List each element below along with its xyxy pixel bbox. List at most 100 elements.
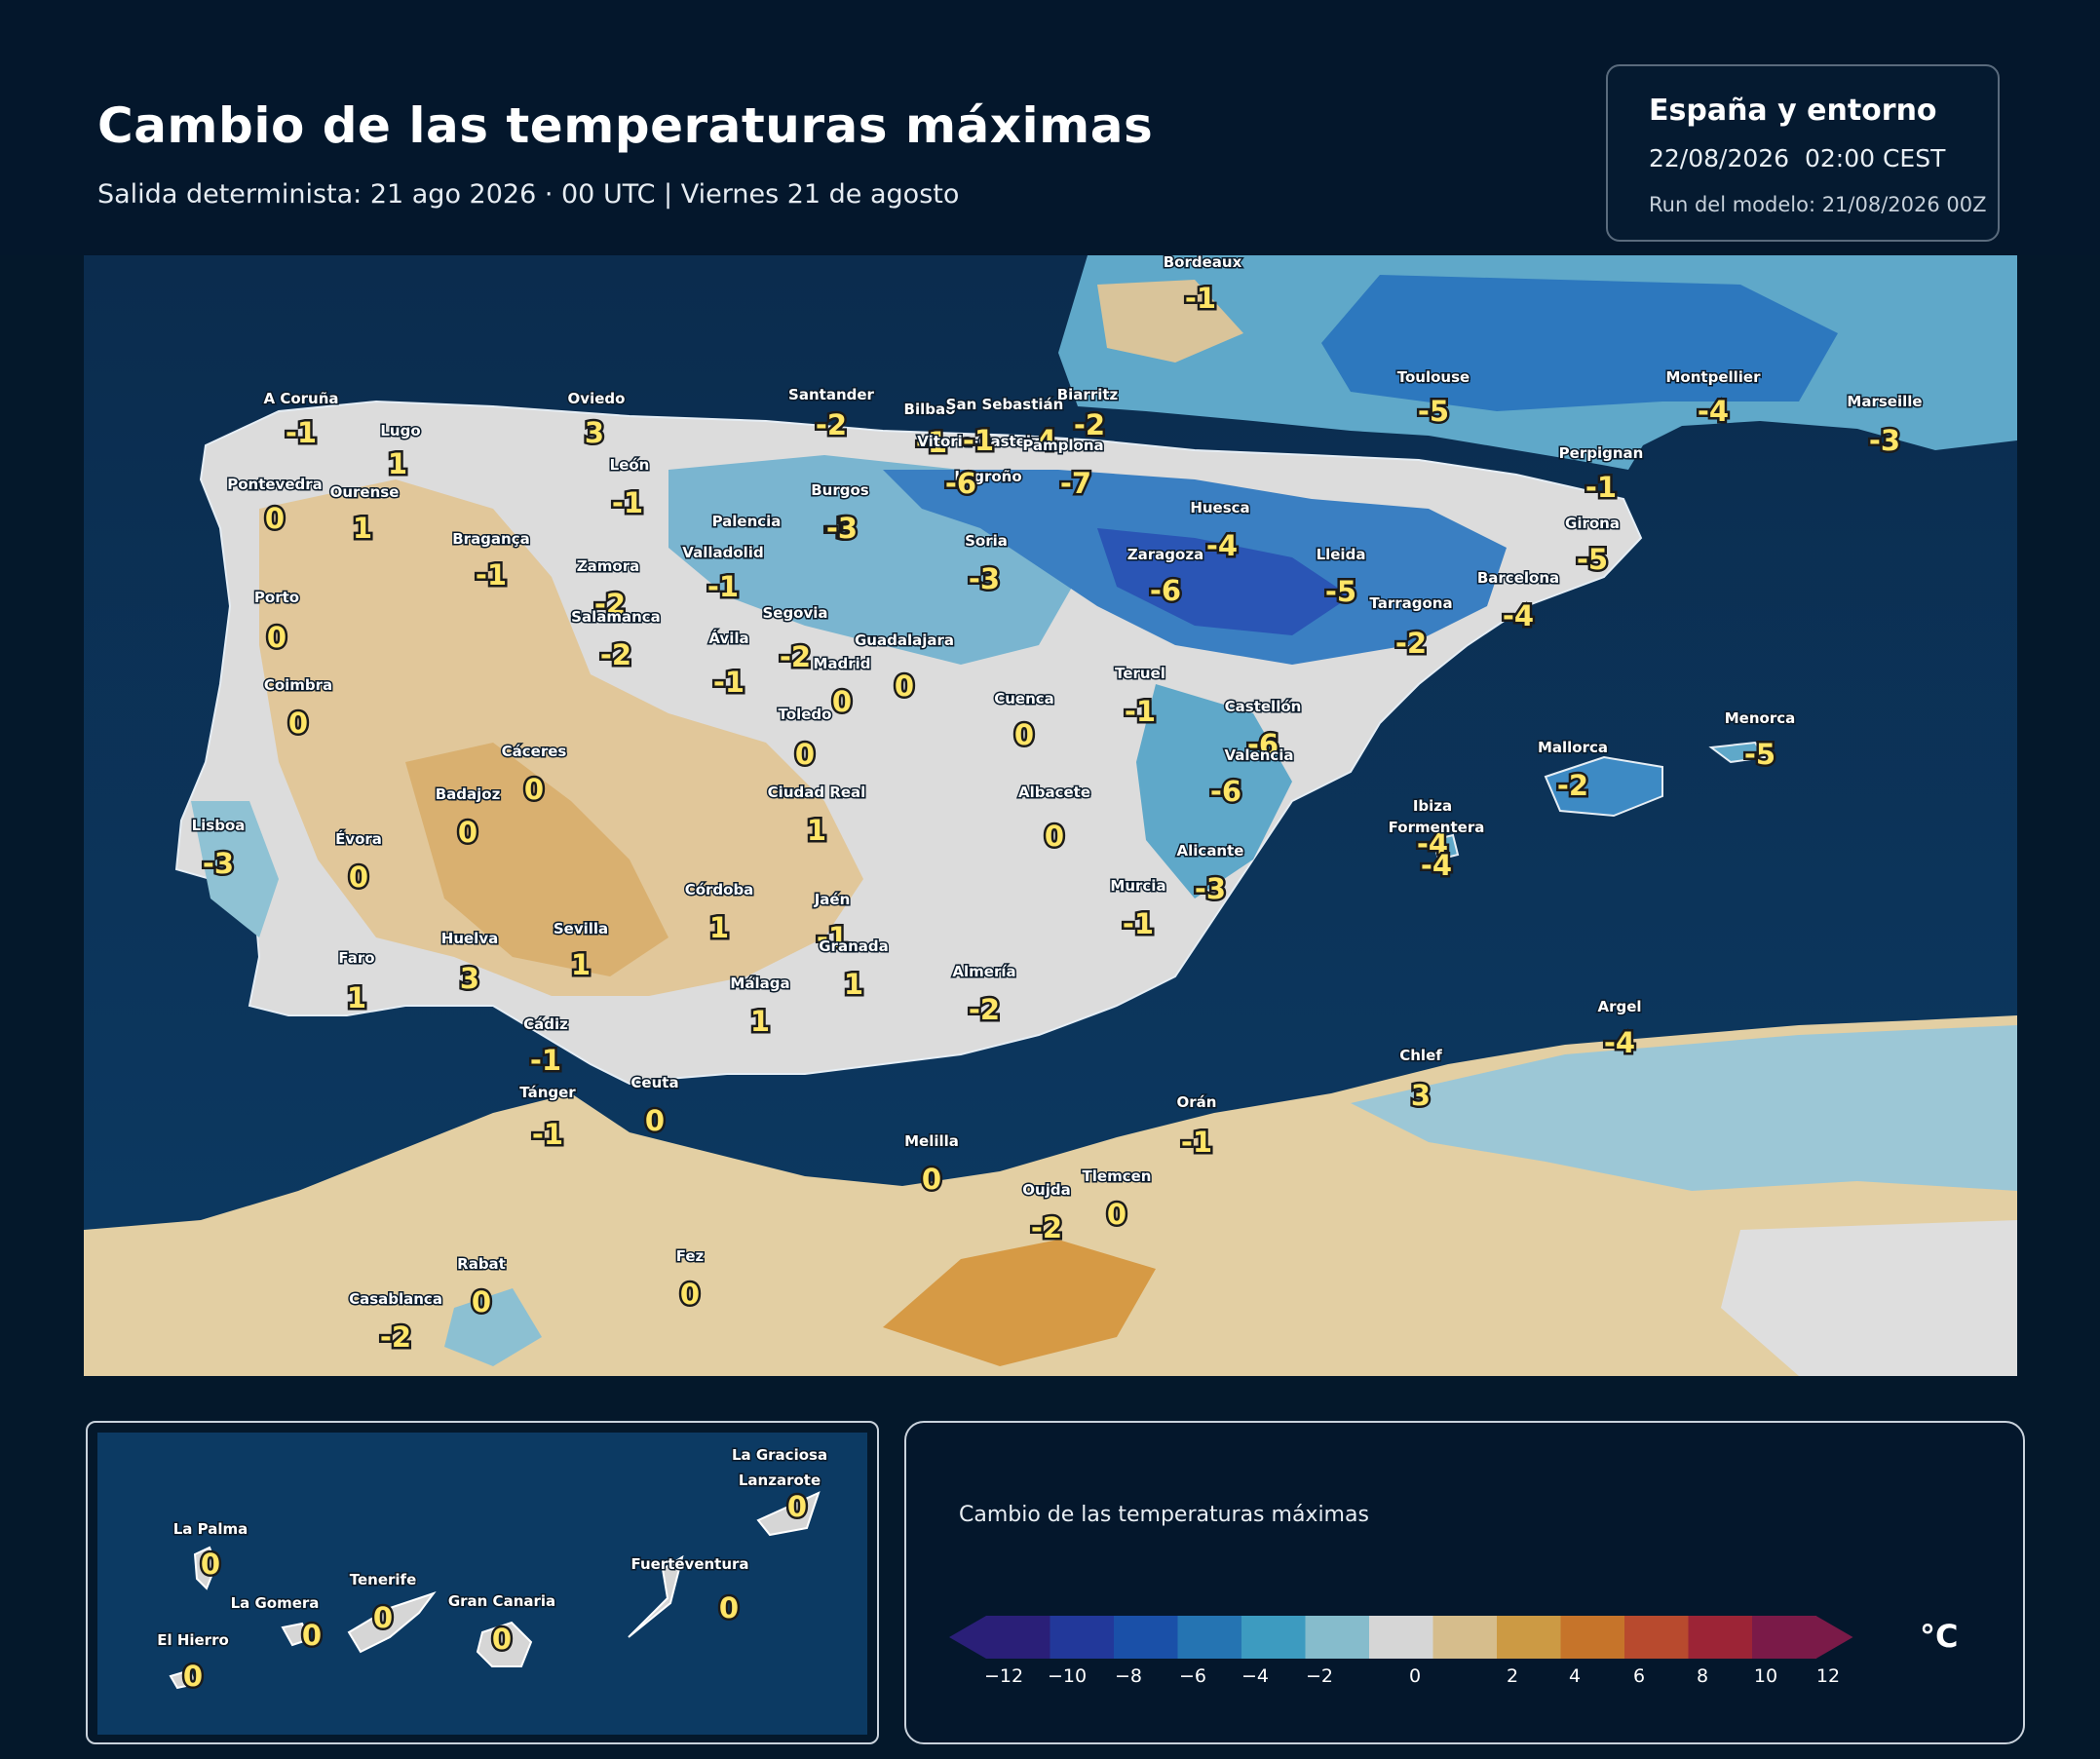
station-lleida: Lleida -5 [1315, 545, 1367, 611]
colorbar-segment [986, 1616, 1050, 1659]
station-value: 0 [373, 1601, 393, 1634]
station-value: 3 [585, 416, 604, 449]
station-barcelona: Barcelona -4 [1475, 568, 1560, 635]
station-value: 0 [895, 669, 914, 703]
africa-hot-band [883, 1240, 1156, 1366]
station-huelva: Huelva 3 [439, 929, 499, 998]
canary-inset-map[interactable]: La Graciosa Lanzarote 0 La Palma 0 Tenerife 0 F… [97, 1433, 867, 1735]
station-name: Alicante [1177, 842, 1244, 860]
station-name: Teruel [1115, 665, 1165, 682]
colorbar-tick-label: 6 [1633, 1665, 1645, 1687]
colorbar-layer: −12 −10 −8 −6 −4 −2 0 2 4 6 8 10 12 [949, 1616, 1853, 1687]
colorbar-tick-label: 10 [1754, 1665, 1777, 1687]
station-name: León [610, 456, 650, 474]
france-warm-area [1097, 280, 1243, 363]
station-value: -1 [532, 1118, 563, 1151]
station-name: Bilbao [904, 401, 956, 418]
colorbar-segment [1560, 1616, 1625, 1659]
station-name: Segovia [762, 604, 827, 622]
station-name: Cáceres [502, 743, 567, 760]
station-soria: Soria -3 [964, 531, 1010, 598]
station-value: -5 [1325, 575, 1356, 608]
station-name: Valladolid [682, 544, 763, 561]
station-name: Santander [788, 386, 874, 403]
station-name: Cádiz [523, 1015, 568, 1033]
station-value: -2 [1074, 408, 1105, 441]
station-ourense: Ourense 1 [328, 482, 401, 548]
station-porto: Porto 0 [252, 588, 300, 657]
legend-title: Cambio de las temperaturas máximas [959, 1503, 1369, 1527]
station-evora: Évora 0 [334, 828, 384, 897]
station-granada: Granada 1 [818, 937, 891, 1004]
station-coimbra: Coimbra 0 [262, 675, 333, 743]
station-name: La Graciosa [732, 1446, 827, 1464]
station-name: Argel [1597, 998, 1641, 1015]
station-name: Madrid [813, 655, 870, 672]
station-la-gomera: La Gomera 0 [229, 1593, 325, 1655]
station-value: 1 [709, 911, 729, 944]
colorbar-tick-label: −2 [1306, 1665, 1333, 1687]
station-alicante: Alicante -3 [1175, 841, 1245, 908]
tenerife-island [347, 1591, 437, 1654]
station-jaen: Jaén -1 [812, 890, 852, 957]
station-gran-canaria: Gran Canaria 0 [446, 1591, 556, 1659]
station-name: Huelva [441, 930, 498, 947]
colorbar-arrow-low [949, 1616, 986, 1659]
station-name: Coimbra [264, 676, 332, 694]
station-value: -3 [1195, 872, 1226, 905]
station-value: -3 [824, 512, 856, 545]
colorbar: −12 −10 −8 −6 −4 −2 0 2 4 6 8 10 12 [949, 1616, 1853, 1687]
station-value: 0 [795, 738, 815, 771]
iberia-cool-east [1136, 684, 1292, 899]
station-zamora: Zamora -2 [575, 556, 640, 624]
station-name: Biarritz [1057, 386, 1119, 403]
station-lisboa: Lisboa -3 [190, 816, 247, 883]
station-bilbao: Bilbao -1 [902, 400, 957, 462]
colorbar-segment [1305, 1616, 1370, 1659]
station-value: -2 [816, 408, 847, 441]
iberia-warm-core [405, 743, 668, 976]
station-sevilla: Sevilla 1 [552, 919, 609, 984]
station-name: Oujda [1022, 1181, 1070, 1199]
station-value: -2 [594, 588, 626, 621]
colorbar-tick-label: −6 [1179, 1665, 1206, 1687]
station-name: Logroño [954, 468, 1021, 485]
station-value: 0 [1045, 820, 1064, 853]
station-valencia: Valencia -6 [1207, 746, 1295, 811]
station-faro: Faro 1 [337, 948, 376, 1017]
station-name: Córdoba [685, 881, 754, 899]
station-cordoba: Córdoba 1 [683, 880, 755, 947]
station-value: -3 [969, 562, 1000, 595]
station-segovia: Segovia -2 [761, 603, 829, 676]
station-girona: Girona -5 [1564, 514, 1622, 579]
station-name: Fez [676, 1247, 705, 1265]
page-subtitle: Salida determinista: 21 ago 2026 · 00 UT… [97, 179, 960, 210]
station-name: Lanzarote [739, 1472, 821, 1489]
station-value: -4 [1698, 395, 1729, 428]
station-name: Ceuta [630, 1074, 678, 1091]
station-value: -3 [203, 847, 234, 880]
station-name: Soria [965, 532, 1008, 550]
station-logrono: Logroño-6 [942, 465, 1023, 503]
lanzarote-island [756, 1491, 821, 1537]
main-map[interactable]: Bordeaux -1 A Coruña -1 Lugo 1 Oviedo 3 Santande… [84, 255, 2017, 1376]
station-value: -4 [1421, 849, 1452, 882]
station-value: -4 [1025, 424, 1056, 457]
france-cool-area [1321, 275, 1838, 411]
station-melilla: Melilla 0 [903, 1131, 961, 1199]
station-value: 0 [349, 860, 368, 894]
africa-cool-band [1351, 1025, 2017, 1191]
station-value: -1 [1123, 907, 1154, 940]
station-marseille: Marseille -3 [1846, 392, 1924, 460]
mallorca-landmass [1544, 755, 1663, 818]
station-value: -1 [1125, 695, 1156, 728]
station-casablanca: Casablanca -2 [348, 1289, 444, 1357]
colorbar-tick-label: 8 [1697, 1665, 1708, 1687]
station-name: Tánger [519, 1084, 576, 1101]
fuerteventura-island [628, 1554, 684, 1638]
colorbar-tick-label: 0 [1409, 1665, 1421, 1687]
station-value: -1 [1185, 282, 1216, 315]
station-madrid: Madrid 0 [812, 654, 872, 721]
station-name: La Gomera [231, 1594, 320, 1612]
station-name: Lugo [380, 422, 420, 440]
